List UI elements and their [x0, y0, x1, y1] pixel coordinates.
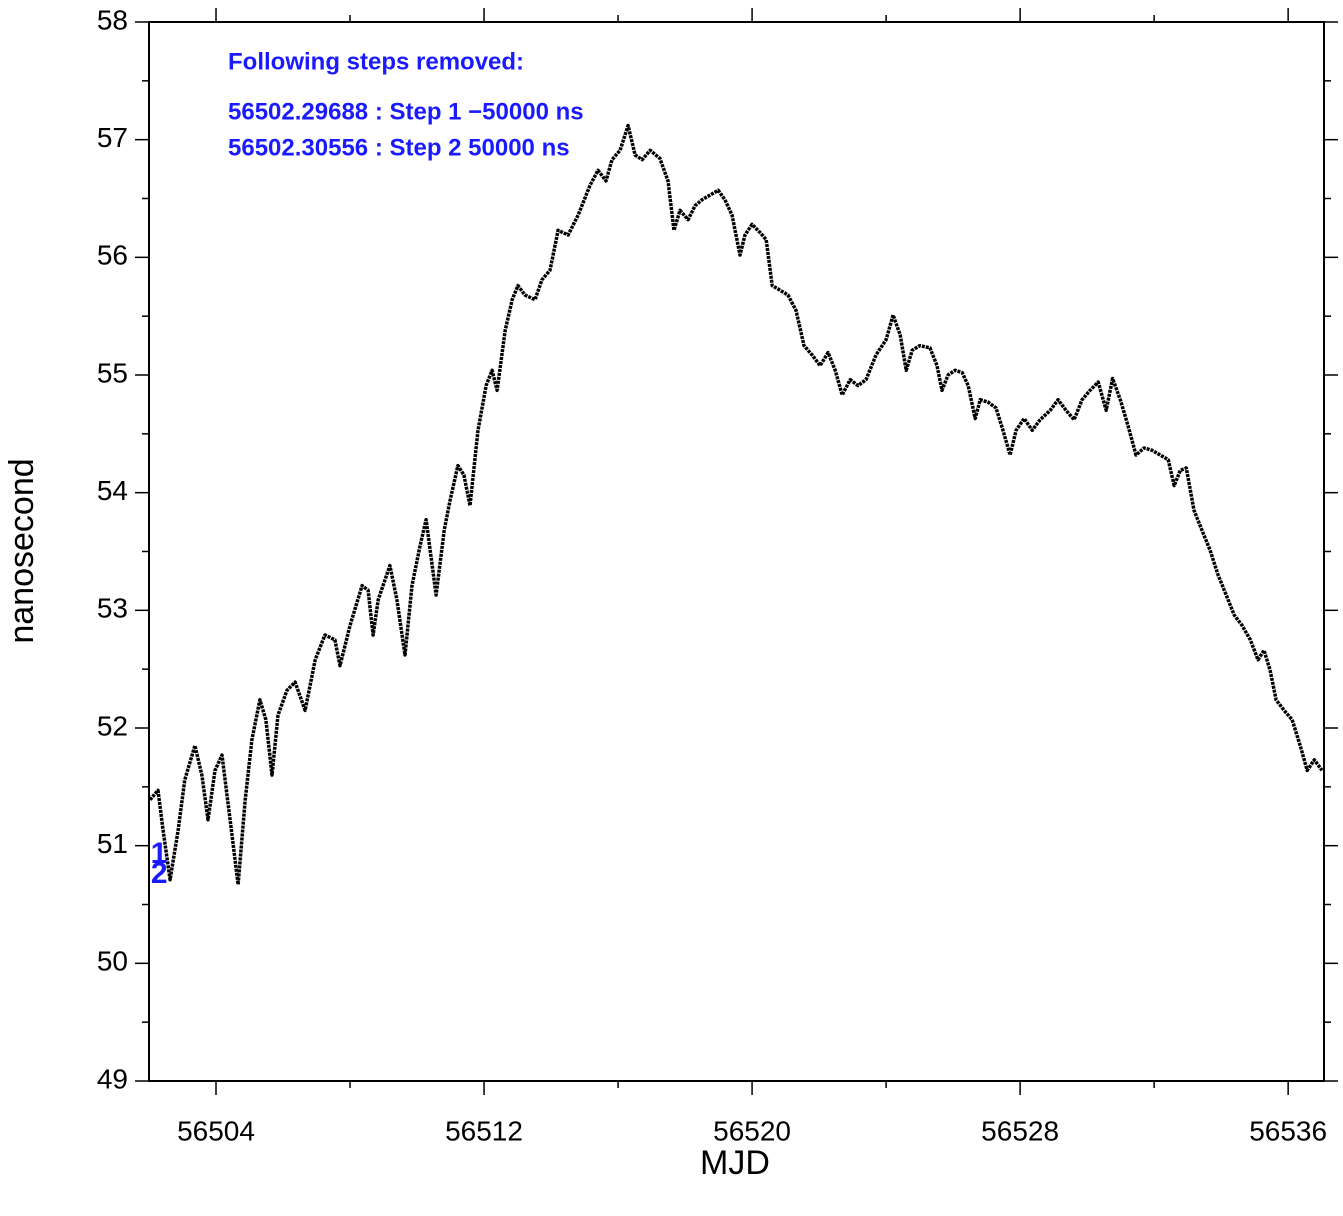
step-marker: 2	[151, 857, 168, 890]
data-line	[148, 123, 1324, 887]
x-tick-label: 56512	[445, 1115, 523, 1146]
y-tick-label: 52	[97, 710, 128, 741]
x-tick-label: 56504	[177, 1115, 255, 1146]
y-tick-label: 55	[97, 357, 128, 388]
y-tick-label: 50	[97, 946, 128, 977]
y-tick-label: 51	[97, 828, 128, 859]
x-tick-label: 56536	[1249, 1115, 1327, 1146]
y-tick-label: 58	[97, 4, 128, 35]
plot-frame	[148, 21, 1325, 1082]
annotation-heading: Following steps removed:	[228, 48, 524, 75]
y-tick-label: 53	[97, 593, 128, 624]
y-tick-label: 49	[97, 1063, 128, 1094]
y-tick-label: 56	[97, 240, 128, 271]
step-marker: 1	[151, 837, 168, 870]
y-tick-label: 57	[97, 122, 128, 153]
annotation-line: 56502.30556 : Step 2 50000 ns	[228, 134, 570, 161]
y-axis-label: nanosecond	[3, 458, 41, 643]
x-axis-label: MJD	[700, 1144, 770, 1182]
annotation-line: 56502.29688 : Step 1 −50000 ns	[228, 98, 584, 125]
y-tick-label: 54	[97, 475, 128, 506]
x-tick-label: 56528	[981, 1115, 1059, 1146]
x-tick-label: 56520	[713, 1115, 791, 1146]
